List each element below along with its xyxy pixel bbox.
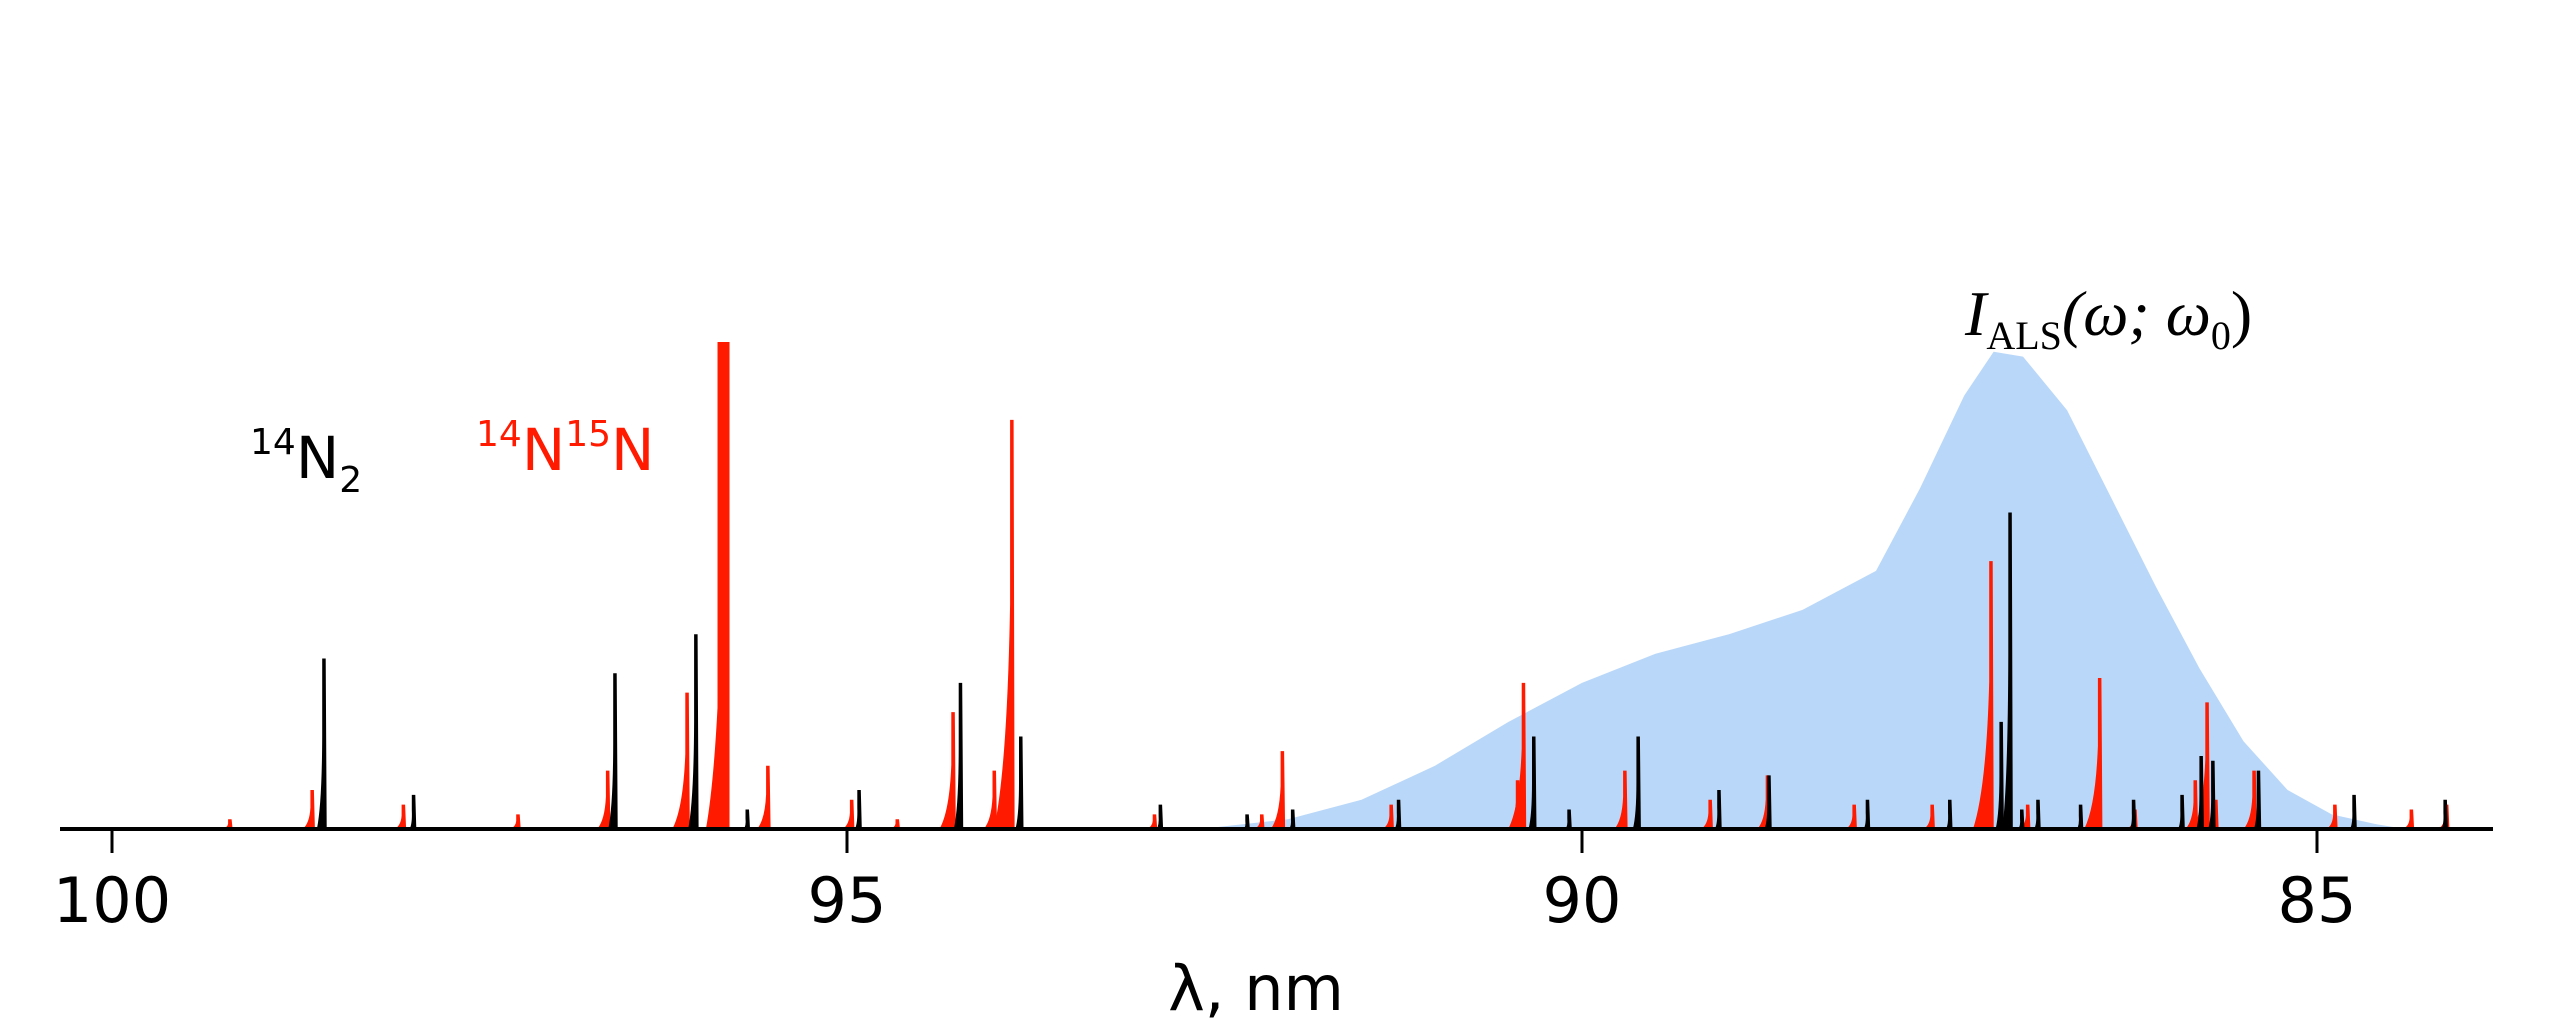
n14n14-peak — [1289, 809, 1296, 829]
label-als-envelope: IALS(ω; ω0) — [1964, 278, 2252, 358]
n14n14-peak — [854, 790, 862, 829]
n14n14-peak — [688, 634, 699, 829]
label-14n15n: 14N15N — [476, 414, 654, 484]
n14n15-peak — [1146, 814, 1158, 829]
n14n14-peak — [743, 809, 750, 829]
n14n14-peak — [2350, 794, 2357, 829]
n14n14-peak — [1764, 775, 1772, 829]
n14n15-main-peak — [717, 342, 730, 829]
x-axis-label: λ, nm — [1168, 952, 1344, 1025]
n14n15-peak — [1270, 751, 1286, 829]
n14n14-peak — [1565, 809, 1572, 829]
n14n14-peak — [316, 658, 327, 829]
n14n14-peak — [2441, 799, 2448, 829]
n14n14-peak — [608, 673, 618, 829]
n14n15-peak — [842, 799, 855, 829]
n14n14-peak — [2208, 760, 2216, 829]
n14n15-peak — [509, 814, 521, 829]
x-tick-label: 95 — [808, 864, 887, 937]
n14n14-peak — [2002, 512, 2013, 829]
x-axis-ticks: 100 95 90 85 — [53, 829, 2357, 937]
n14n14-peak — [409, 794, 417, 829]
n14n14-peak — [2018, 809, 2025, 829]
n14n14-peak — [1243, 814, 1250, 829]
n14n14-peak — [2034, 799, 2041, 829]
n14n15-peak — [1508, 682, 1527, 829]
n14n14-peak — [1995, 721, 2004, 829]
als-envelope-area — [1199, 351, 2406, 829]
n14n15-peak — [394, 804, 407, 829]
n14n14-peak — [1015, 736, 1024, 829]
n14n15-peak — [1253, 814, 1265, 829]
n14n15-peak — [1973, 561, 1994, 829]
n14n15-peak — [994, 419, 1015, 829]
n14n15-peak — [2403, 809, 2415, 829]
n14n15-peak — [2185, 780, 2198, 829]
n14n14-peak — [2076, 804, 2084, 829]
n14n14-peak — [1528, 736, 1537, 829]
n14n15-peak — [939, 712, 956, 829]
n14n15-peak — [1845, 804, 1857, 829]
n14n15-peak — [222, 819, 233, 829]
n14n15-peak — [2243, 770, 2257, 829]
n14n15-peak — [889, 819, 900, 829]
n14n15-peak — [302, 790, 315, 829]
n14n15-peak — [1701, 799, 1713, 829]
n14n14-peak — [1863, 799, 1871, 829]
x-tick-label: 100 — [53, 864, 171, 937]
n14n15-peak — [2019, 804, 2031, 829]
envelope-layer — [1199, 351, 2406, 829]
n14n15-peak — [1614, 770, 1628, 829]
n14n15-peak — [757, 765, 771, 829]
n14n15-peak — [2084, 678, 2103, 829]
n14n14-peak — [1394, 799, 1402, 829]
x-tick-label: 85 — [2278, 864, 2357, 937]
x-tick-label: 90 — [1543, 864, 1622, 937]
label-14n2: 14N2 — [250, 422, 362, 501]
n14n15-peak — [2326, 804, 2338, 829]
n14n15-peak — [983, 770, 997, 829]
n14n14-peak — [1714, 790, 1722, 829]
n14n14-peak — [953, 682, 964, 829]
n14n15-peak — [1382, 804, 1394, 829]
n14n15-peak — [1923, 804, 1935, 829]
n14n15-peak — [2206, 799, 2219, 829]
n14n14-peak — [1945, 799, 1953, 829]
n14n15-peak — [2192, 702, 2210, 829]
n14n14-peak — [2253, 770, 2262, 829]
n14n14-peak — [1156, 804, 1164, 829]
n14n14-series — [316, 512, 2448, 829]
n14n15-peak — [672, 692, 690, 829]
n14n14-peak — [2178, 794, 2185, 829]
n14n14-peak — [2196, 756, 2204, 829]
n14n15-peak — [597, 770, 611, 829]
n14n14-peak — [2129, 799, 2137, 829]
n14n14-peak — [1632, 736, 1641, 829]
